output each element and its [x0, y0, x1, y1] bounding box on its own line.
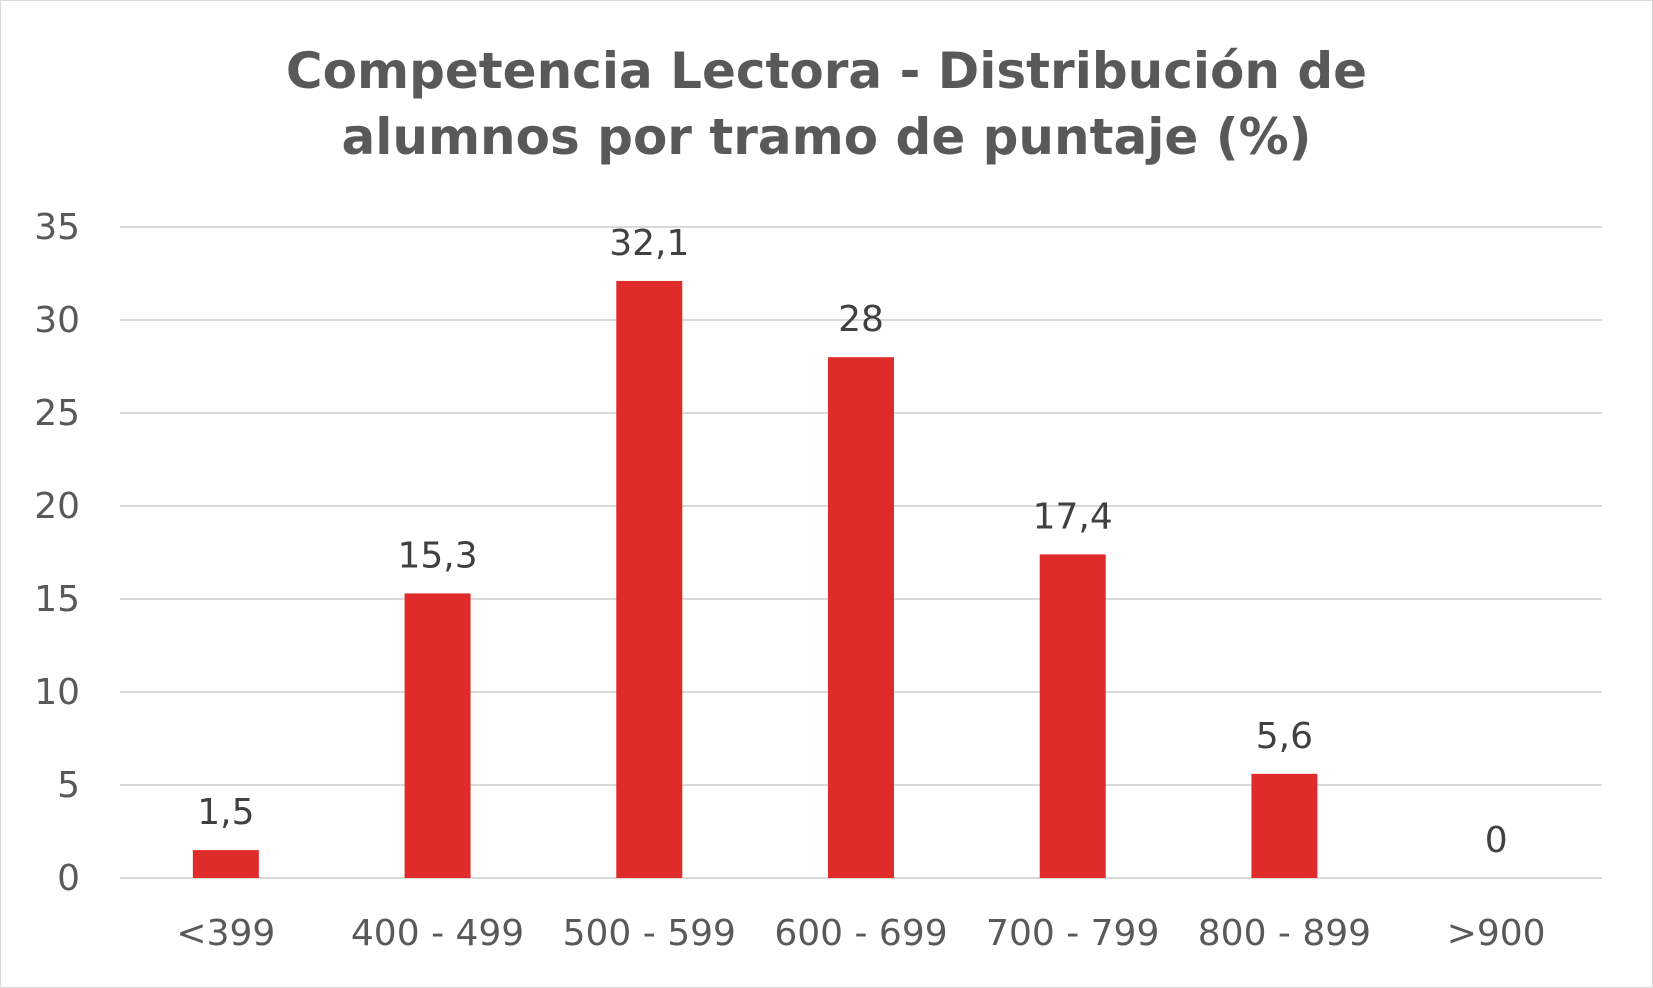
data-label: 28: [838, 299, 884, 340]
bar: [192, 850, 259, 878]
chart-title-line-2: alumnos por tramo de puntaje (%): [341, 108, 1312, 166]
bar: [1039, 554, 1106, 878]
bars: [192, 280, 1318, 878]
data-label: 1,5: [197, 792, 254, 833]
x-axis-ticks: <399 400 - 499 500 - 599 600 - 699 700 - 799…: [176, 913, 1545, 954]
chart-title: Competencia Lectora - Distribución de al…: [0, 38, 1653, 170]
data-label: 17,4: [1033, 496, 1113, 537]
y-tick-label: 15: [34, 579, 80, 620]
bar: [828, 357, 894, 878]
data-label: 0: [1485, 820, 1508, 861]
x-tick-label: <399: [176, 913, 275, 954]
x-tick-label: 800 - 899: [1198, 913, 1371, 954]
data-labels: 1,5 15,3 32,1 28 17,4 5,6 0: [197, 223, 1507, 861]
x-tick-label: 500 - 599: [563, 913, 736, 954]
x-tick-label: 400 - 499: [351, 913, 524, 954]
x-tick-label: 700 - 799: [986, 913, 1159, 954]
y-tick-label: 0: [57, 858, 80, 899]
y-tick-label: 10: [34, 672, 80, 713]
data-label: 32,1: [609, 223, 689, 264]
x-tick-label: 600 - 699: [774, 913, 947, 954]
bar: [404, 593, 471, 878]
y-tick-label: 25: [34, 393, 80, 434]
x-tick-label: >900: [1447, 913, 1546, 954]
y-tick-label: 35: [34, 207, 80, 248]
y-tick-label: 30: [34, 300, 80, 341]
y-axis-ticks: 0 5 10 15 20 25 30 35: [34, 207, 80, 899]
data-label: 5,6: [1256, 716, 1313, 757]
y-tick-label: 20: [34, 486, 80, 527]
chart-title-line-1: Competencia Lectora - Distribución de: [285, 42, 1368, 100]
bar: [616, 280, 683, 878]
y-tick-label: 5: [57, 765, 80, 806]
data-label: 15,3: [397, 535, 477, 576]
bar: [1251, 773, 1318, 878]
